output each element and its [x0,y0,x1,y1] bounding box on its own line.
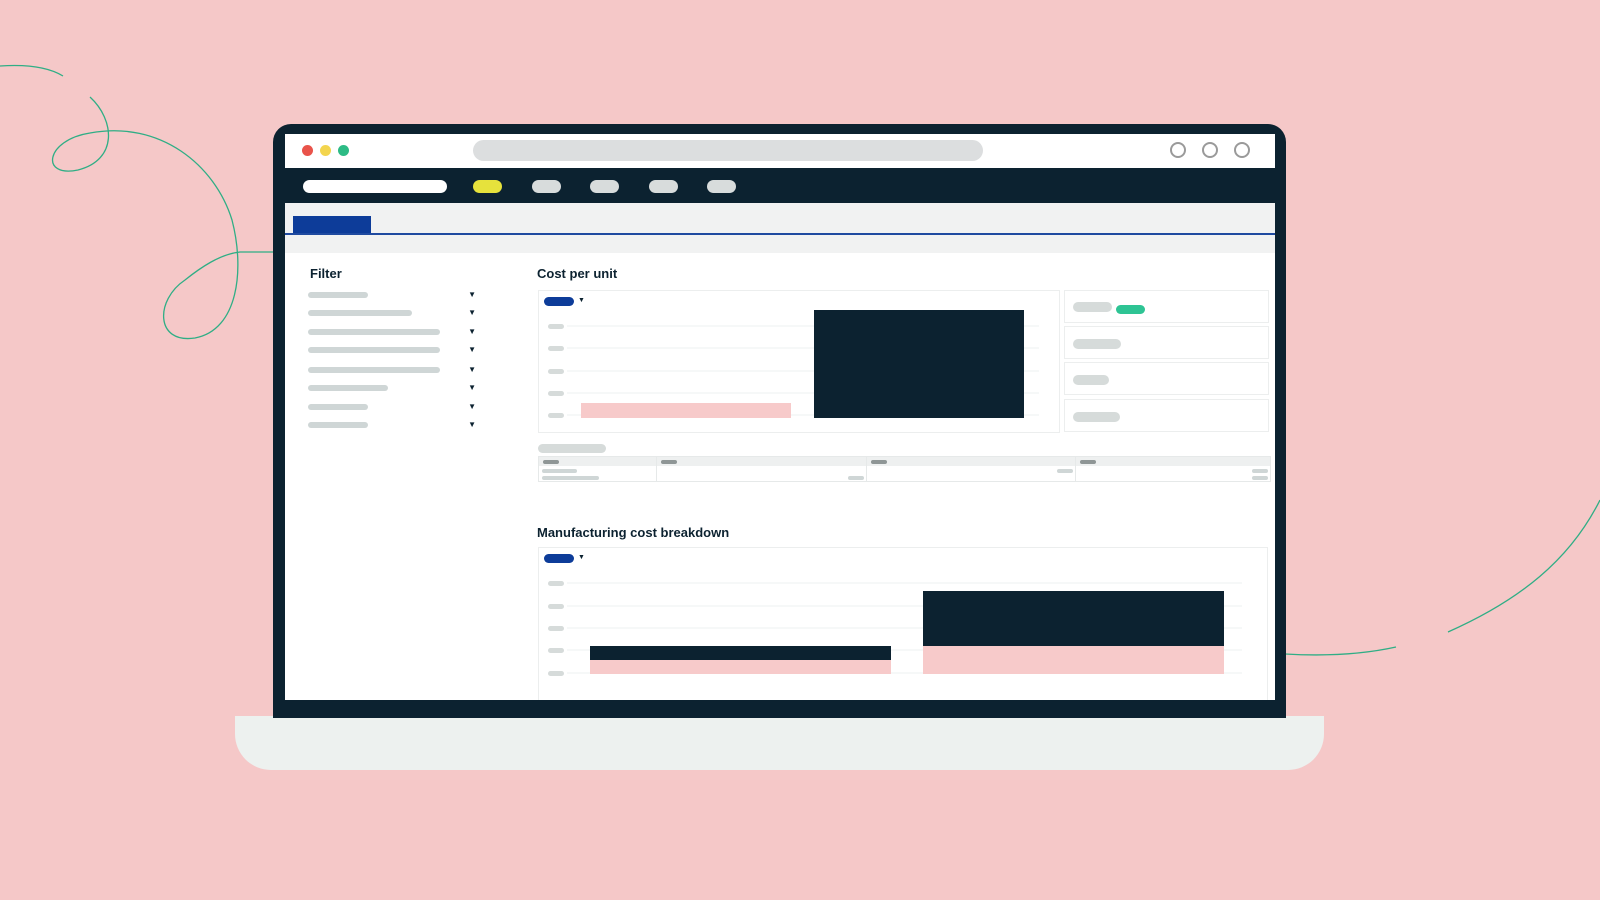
bar-segment-dark [590,646,891,660]
laptop-base [235,716,1324,770]
column-divider [866,457,867,481]
table-header-row [539,457,1270,466]
cost-per-unit-title: Cost per unit [537,266,618,281]
caret-down-icon: ▼ [468,290,476,299]
circle-icon[interactable] [1202,142,1218,158]
filter-label-placeholder [308,404,368,410]
caret-down-icon: ▼ [468,345,476,354]
y-tick-placeholder [548,626,564,631]
column-header-placeholder [1080,460,1096,464]
caret-down-icon: ▼ [468,308,476,317]
bar-segment-light [923,646,1224,674]
laptop-screen: Filter ▼ ▼ ▼ ▼ ▼ ▼ ▼ ▼ Cost per unit ▼ [285,134,1275,700]
y-tick-placeholder [548,604,564,609]
y-tick-placeholder [548,391,564,396]
manufacturing-cost-chart: ▼ [538,547,1268,700]
table-caption-placeholder [538,444,606,453]
table-cell-placeholder [542,476,599,480]
caret-down-icon: ▼ [578,297,585,304]
y-tick-placeholder [548,324,564,329]
circle-icon[interactable] [1170,142,1186,158]
address-bar[interactable] [473,140,983,161]
series-selector-pill [544,297,574,306]
kpi-card[interactable] [1064,290,1269,323]
kpi-label-placeholder [1073,339,1121,349]
bar-segment-dark [923,591,1224,646]
table-cell-placeholder [1252,469,1268,473]
manufacturing-cost-title: Manufacturing cost breakdown [537,525,730,540]
zoom-window-button[interactable] [338,145,349,156]
nav-item[interactable] [590,180,619,193]
nav-item[interactable] [649,180,678,193]
filter-label-placeholder [308,329,440,335]
filter-dropdown[interactable]: ▼ [308,400,476,414]
caret-down-icon: ▼ [468,365,476,374]
filter-label-placeholder [308,310,412,316]
sub-toolbar [285,235,1275,253]
nav-item[interactable] [707,180,736,193]
kpi-card[interactable] [1064,362,1269,395]
kpi-label-placeholder [1073,412,1120,422]
y-tick-placeholder [548,413,564,418]
kpi-card[interactable] [1064,399,1269,432]
caret-down-icon: ▼ [468,383,476,392]
kpi-status-tag [1116,305,1145,314]
kpi-label-placeholder [1073,302,1112,312]
circle-icon[interactable] [1234,142,1250,158]
series-selector-pill [544,554,574,563]
filter-label-placeholder [308,292,368,298]
table-cell-placeholder [848,476,864,480]
caret-down-icon: ▼ [468,420,476,429]
minimize-window-button[interactable] [320,145,331,156]
column-header-placeholder [543,460,559,464]
caret-down-icon: ▼ [468,327,476,336]
y-tick-placeholder [548,369,564,374]
filter-dropdown[interactable]: ▼ [308,363,476,377]
filter-dropdown[interactable]: ▼ [308,343,476,357]
filter-label-placeholder [308,422,368,428]
kpi-label-placeholder [1073,375,1109,385]
tab-bar [285,203,1275,235]
table-cell-placeholder [1057,469,1073,473]
browser-titlebar [285,134,1275,168]
column-header-placeholder [871,460,887,464]
y-tick-placeholder [548,346,564,351]
column-header-placeholder [661,460,677,464]
tab-active[interactable] [293,216,371,233]
column-divider [656,457,657,481]
bar-dark [814,310,1024,418]
top-navbar [285,168,1275,203]
filter-dropdown[interactable]: ▼ [308,418,476,432]
filter-dropdown[interactable]: ▼ [308,288,476,302]
cost-per-unit-chart: ▼ [538,290,1060,433]
bar-light [581,403,791,418]
bar-segment-light [590,660,891,674]
nav-item[interactable] [532,180,561,193]
caret-down-icon: ▼ [578,554,585,561]
kpi-card[interactable] [1064,326,1269,359]
y-tick-placeholder [548,648,564,653]
nav-item-active[interactable] [473,180,502,193]
filter-label-placeholder [308,385,388,391]
filter-dropdown[interactable]: ▼ [308,325,476,339]
filter-label-placeholder [308,367,440,373]
column-divider [1075,457,1076,481]
filter-title: Filter [310,266,342,281]
cost-per-unit-plot [548,310,1039,418]
table-cell-placeholder [542,469,577,473]
filter-dropdown[interactable]: ▼ [308,306,476,320]
table-cell-placeholder [1252,476,1268,480]
app-logo-placeholder[interactable] [303,180,447,193]
data-table [538,456,1271,482]
filter-dropdown[interactable]: ▼ [308,381,476,395]
y-tick-placeholder [548,581,564,586]
manufacturing-cost-plot [548,581,1242,676]
filter-label-placeholder [308,347,440,353]
close-window-button[interactable] [302,145,313,156]
caret-down-icon: ▼ [468,402,476,411]
y-tick-placeholder [548,671,564,676]
